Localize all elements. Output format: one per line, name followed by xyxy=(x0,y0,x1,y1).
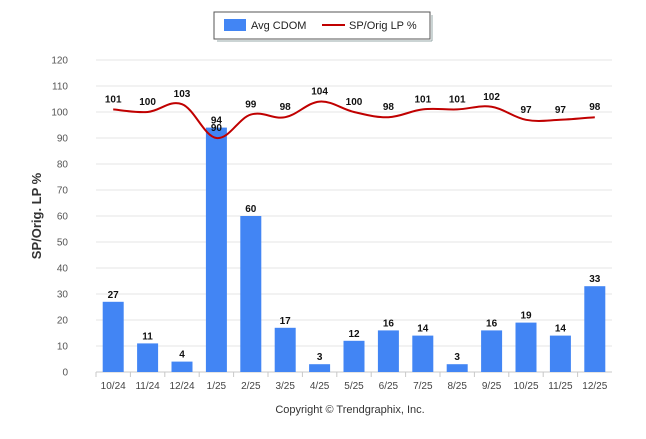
y-tick-label: 30 xyxy=(57,290,69,301)
line-value-label: 101 xyxy=(449,94,466,105)
bar-value-label: 16 xyxy=(383,318,395,329)
y-tick-label: 100 xyxy=(51,108,68,119)
data-labels: 27 11 4 94 60 17 3 12 16 14 3 16 19 14 33 101 100 103 90 99… xyxy=(105,87,601,364)
y-tick-label: 10 xyxy=(57,342,69,353)
x-tick-label: 3/25 xyxy=(275,381,295,392)
x-tick-label: 10/25 xyxy=(513,381,538,392)
x-tick-label: 6/25 xyxy=(379,381,399,392)
y-tick-label: 50 xyxy=(57,238,69,249)
line-series xyxy=(113,100,595,140)
line-value-label: 101 xyxy=(105,94,122,105)
line-value-label: 97 xyxy=(520,105,532,116)
line-value-label: 98 xyxy=(383,102,395,113)
legend-label-avg-cdom: Avg CDOM xyxy=(251,20,306,32)
bar-value-label: 27 xyxy=(108,290,120,301)
bar xyxy=(412,335,434,372)
x-axis-ticks: 10/24 11/24 12/24 1/25 2/25 3/25 4/25 5/25 6/25 7… xyxy=(95,372,608,392)
x-tick-label: 12/24 xyxy=(169,381,194,392)
y-tick-label: 110 xyxy=(52,82,68,93)
bar-value-label: 11 xyxy=(142,331,153,342)
y-tick-label: 20 xyxy=(57,316,69,327)
x-tick-label: 10/24 xyxy=(101,381,126,392)
bar xyxy=(137,343,159,372)
bar-value-label: 16 xyxy=(486,318,498,329)
bar-value-label: 33 xyxy=(589,274,601,285)
bar-value-label: 94 xyxy=(211,116,223,127)
bar-value-label: 19 xyxy=(520,311,532,322)
line-value-label: 102 xyxy=(483,92,500,103)
bar-value-label: 17 xyxy=(280,316,292,327)
x-tick-label: 7/25 xyxy=(413,381,433,392)
bar xyxy=(584,286,606,372)
y-tick-label: 0 xyxy=(62,368,68,379)
x-tick-label: 11/25 xyxy=(548,381,573,392)
bar xyxy=(446,364,468,372)
y-tick-label: 90 xyxy=(57,134,69,145)
bar-value-label: 12 xyxy=(348,329,360,340)
y-tick-label: 60 xyxy=(57,212,69,223)
grid xyxy=(96,59,612,373)
y-axis-ticks: 0 10 20 30 40 50 60 70 80 90 100 110 120 xyxy=(51,56,68,379)
y-tick-label: 70 xyxy=(57,186,69,197)
bar xyxy=(274,327,296,372)
bar xyxy=(515,322,537,372)
bar xyxy=(205,127,227,372)
bar-value-label: 60 xyxy=(245,204,257,215)
bar-value-label: 4 xyxy=(179,350,185,361)
bar xyxy=(171,361,193,372)
bar-series xyxy=(102,127,606,372)
bar-value-label: 14 xyxy=(555,324,567,335)
legend-swatch-avg-cdom xyxy=(224,19,246,31)
line-value-label: 103 xyxy=(174,89,191,100)
line-value-label: 101 xyxy=(414,94,431,105)
x-tick-label: 8/25 xyxy=(447,381,467,392)
x-tick-label: 12/25 xyxy=(582,381,607,392)
line-value-label: 100 xyxy=(346,97,363,108)
line-value-label: 97 xyxy=(555,105,567,116)
x-tick-label: 2/25 xyxy=(241,381,261,392)
line-series-path xyxy=(113,100,595,140)
bar-value-label: 14 xyxy=(417,324,429,335)
legend-label-sp-orig: SP/Orig LP % xyxy=(349,20,417,32)
bar xyxy=(481,330,503,372)
legend: Avg CDOM SP/Orig LP % xyxy=(213,11,433,42)
bar xyxy=(102,301,124,372)
x-tick-label: 1/25 xyxy=(207,381,227,392)
line-value-label: 99 xyxy=(245,100,257,111)
line-value-label: 100 xyxy=(139,97,156,108)
line-value-label: 98 xyxy=(280,102,292,113)
x-tick-label: 5/25 xyxy=(344,381,364,392)
bar xyxy=(549,335,571,372)
bar xyxy=(377,330,399,372)
line-value-label: 98 xyxy=(589,102,601,113)
x-tick-label: 11/24 xyxy=(135,381,160,392)
bar xyxy=(343,340,365,372)
x-tick-label: 4/25 xyxy=(310,381,330,392)
line-value-label: 104 xyxy=(311,87,328,98)
bar-value-label: 3 xyxy=(317,352,323,363)
copyright-footer: Copyright © Trendgraphix, Inc. xyxy=(275,404,424,416)
bar-value-label: 3 xyxy=(454,352,460,363)
y-tick-label: 120 xyxy=(51,56,68,67)
line-value-label: 90 xyxy=(211,123,223,134)
x-tick-label: 9/25 xyxy=(482,381,502,392)
bar xyxy=(309,364,331,372)
y-tick-label: 80 xyxy=(57,160,69,171)
y-axis-label: SP/Orig. LP % xyxy=(29,172,44,259)
y-tick-label: 40 xyxy=(57,264,69,275)
bar xyxy=(240,216,262,372)
